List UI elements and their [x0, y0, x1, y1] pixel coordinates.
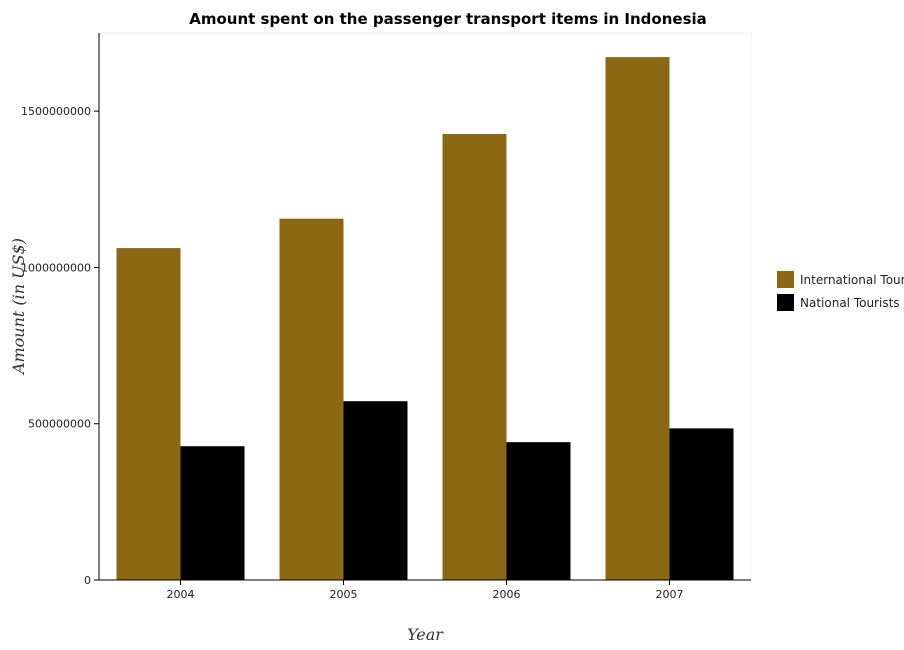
bar-international-tourists-2006 [442, 133, 507, 580]
x-tick-label: 2007 [656, 588, 684, 601]
bar-international-tourists-2007 [605, 57, 670, 581]
y-axis-label: Amount (in US$) [9, 238, 28, 376]
legend-swatch-international-tourists [777, 271, 794, 288]
legend: International Tourists National Tourists [777, 271, 904, 311]
x-tick-label: 2006 [493, 588, 521, 601]
legend-label-international-tourists: International Tourists [800, 273, 904, 287]
bar-national-tourists-2007 [669, 428, 734, 580]
bar-international-tourists-2005 [279, 218, 344, 581]
y-tick-label: 1000000000 [21, 261, 91, 274]
legend-label-national-tourists: National Tourists [800, 296, 900, 310]
y-tick-label: 1500000000 [21, 105, 91, 118]
legend-swatch-national-tourists [777, 294, 794, 311]
y-ticks-group: 0 500000000 1000000000 1500000000 [21, 105, 99, 587]
y-tick-label: 0 [84, 574, 91, 587]
x-ticks-group: 2004 2005 2006 2007 [167, 580, 684, 601]
bars-group [116, 57, 734, 581]
x-axis-label: Year [407, 625, 444, 644]
bar-national-tourists-2006 [506, 442, 571, 580]
x-tick-label: 2005 [330, 588, 358, 601]
bar-national-tourists-2004 [180, 446, 245, 580]
bar-national-tourists-2005 [343, 401, 408, 580]
chart-title: Amount spent on the passenger transport … [189, 10, 707, 28]
y-tick-label: 500000000 [28, 418, 91, 431]
bar-international-tourists-2004 [116, 248, 181, 581]
x-tick-label: 2004 [167, 588, 195, 601]
